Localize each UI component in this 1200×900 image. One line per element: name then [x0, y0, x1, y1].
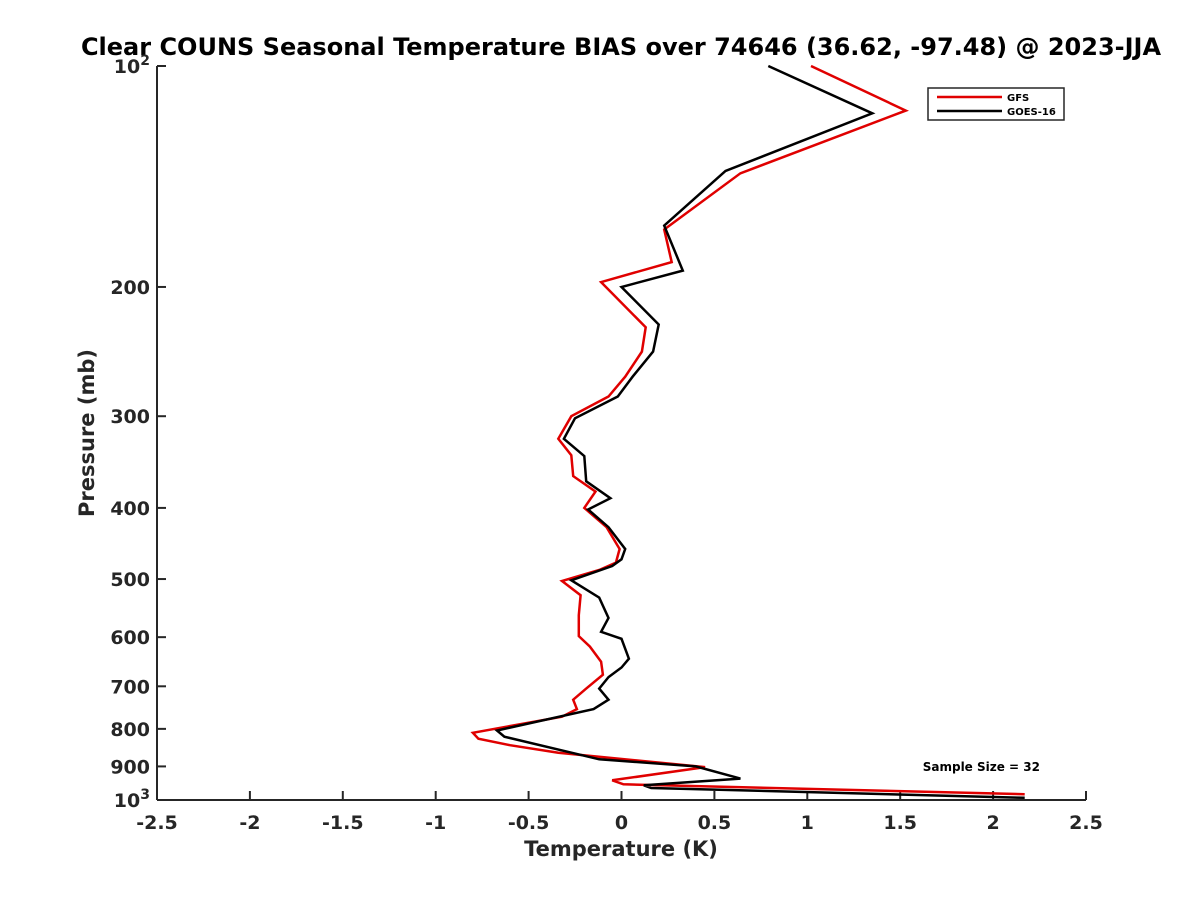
series-line-gfs — [470, 64, 1025, 796]
y-tick-exponent: 3 — [140, 787, 150, 803]
x-tick-label: 1.5 — [883, 812, 917, 834]
series-layer — [470, 64, 1025, 800]
legend-label-gfs: GFS — [1007, 93, 1029, 104]
x-tick-label: 0.5 — [698, 812, 732, 834]
y-tick-label: 900 — [110, 756, 150, 778]
x-tick-label: -1.5 — [322, 812, 364, 834]
y-tick-label: 800 — [110, 719, 150, 741]
y-tick-base: 10 — [114, 56, 140, 78]
sample-size-annotation: Sample Size = 32 — [923, 760, 1040, 774]
y-tick-label: 600 — [110, 627, 150, 649]
y-tick-label: 102 — [114, 53, 150, 78]
x-ticks: -2.5 -2 -1.5 -1 -0.5 0 0.5 1 1.5 2 2.5 — [136, 791, 1103, 834]
x-tick-label: -2 — [239, 812, 260, 834]
y-axis-label: Pressure (mb) — [75, 349, 99, 517]
y-tick-base: 10 — [114, 790, 140, 812]
x-tick-label: -0.5 — [508, 812, 550, 834]
y-tick-exponent: 2 — [140, 53, 150, 69]
series-line-goes16 — [494, 64, 1025, 800]
x-tick-label: -2.5 — [136, 812, 178, 834]
x-tick-label: -1 — [425, 812, 446, 834]
x-tick-label: 0 — [615, 812, 628, 834]
legend-label-goes16: GOES-16 — [1007, 107, 1056, 118]
y-tick-label: 300 — [110, 406, 150, 428]
plot-axes — [156, 66, 1086, 801]
chart-title: Clear COUNS Seasonal Temperature BIAS ov… — [81, 33, 1162, 61]
y-tick-label: 400 — [110, 498, 150, 520]
y-tick-label: 500 — [110, 569, 150, 591]
y-tick-label: 200 — [110, 277, 150, 299]
x-tick-label: 2.5 — [1069, 812, 1103, 834]
legend: GFS GOES-16 — [927, 87, 1065, 121]
legend-box — [927, 87, 1065, 121]
y-tick-label: 700 — [110, 676, 150, 698]
x-tick-label: 1 — [801, 812, 814, 834]
y-tick-label: 103 — [114, 787, 150, 812]
x-axis-label: Temperature (K) — [524, 837, 718, 861]
x-tick-label: 2 — [986, 812, 999, 834]
